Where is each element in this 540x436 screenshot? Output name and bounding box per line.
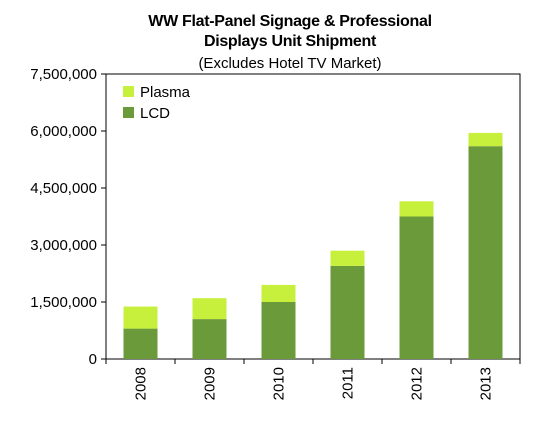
chart-title-line-2: Displays Unit Shipment <box>203 33 377 50</box>
x-tick-label: 2011 <box>340 367 357 399</box>
bar-plasma-2012 <box>399 201 434 217</box>
bar-plasma-2013 <box>468 132 503 147</box>
chart-subtitle: (Excludes Hotel TV Market) <box>198 55 382 72</box>
y-tick-label: 0 <box>89 351 97 368</box>
y-tick-label: 7,500,000 <box>30 66 97 83</box>
bar-plasma-2011 <box>330 250 365 266</box>
x-tick-label: 2009 <box>202 367 219 400</box>
y-tick-label: 4,500,000 <box>30 180 97 197</box>
ticks: 0 1,500,000 3,000,000 4,500,000 6,000,000 7,5… <box>30 66 521 400</box>
bar-lcd-2008 <box>123 328 158 359</box>
x-tick-label: 2013 <box>478 367 495 400</box>
bar-lcd-2013 <box>468 146 503 359</box>
y-tick-label: 1,500,000 <box>30 294 97 311</box>
bar-lcd-2011 <box>330 265 365 359</box>
x-tick-label: 2012 <box>409 367 426 400</box>
chart-title-line-1: WW Flat-Panel Signage & Professional <box>148 13 432 30</box>
y-tick-label: 3,000,000 <box>30 237 97 254</box>
bars <box>123 132 503 359</box>
legend-label-lcd: LCD <box>140 105 170 122</box>
legend-swatch-plasma <box>123 86 134 97</box>
x-tick-label: 2008 <box>133 367 150 400</box>
bar-plasma-2010 <box>261 284 296 302</box>
bar-lcd-2009 <box>192 319 227 359</box>
x-tick-label: 2010 <box>271 367 288 400</box>
legend-swatch-lcd <box>123 107 134 118</box>
y-tick-label: 6,000,000 <box>30 123 97 140</box>
bar-plasma-2008 <box>123 306 158 329</box>
legend: Plasma LCD <box>123 84 191 122</box>
bar-lcd-2010 <box>261 302 296 359</box>
bar-plasma-2009 <box>192 298 227 320</box>
bar-lcd-2012 <box>399 216 434 359</box>
legend-label-plasma: Plasma <box>140 84 191 101</box>
